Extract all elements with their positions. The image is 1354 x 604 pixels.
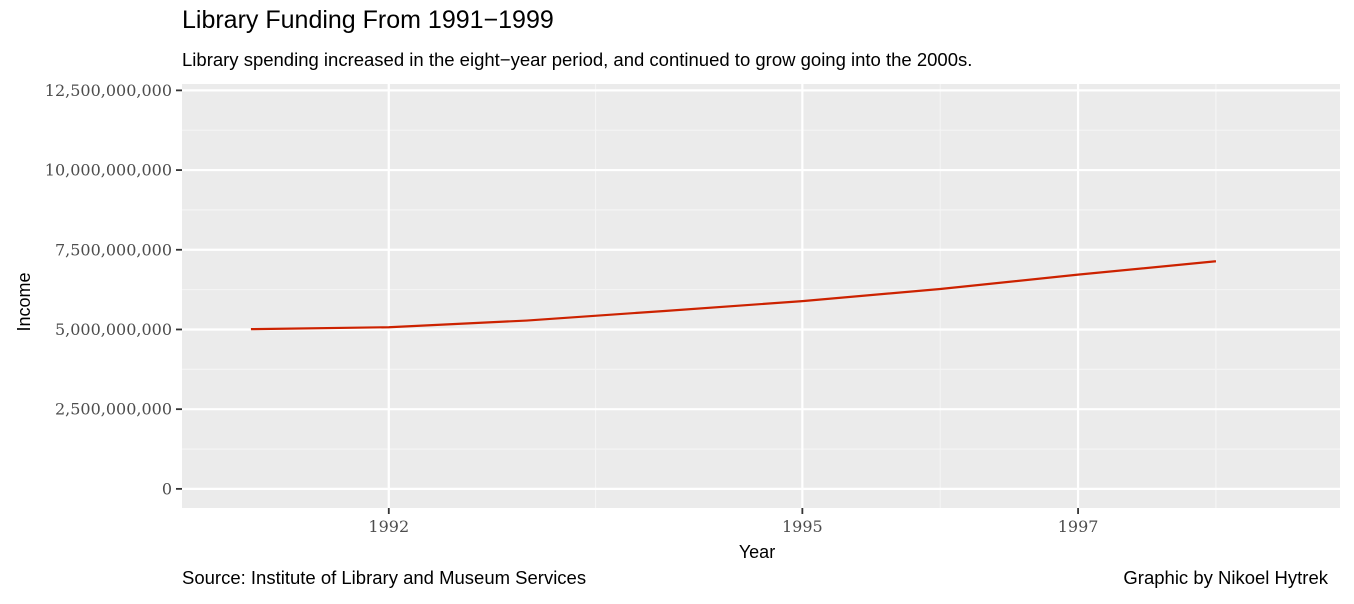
source-caption: Source: Institute of Library and Museum … bbox=[182, 567, 587, 588]
y-tick-label: 5,000,000,000 bbox=[55, 320, 172, 339]
y-tick-label: 0 bbox=[162, 479, 172, 498]
major-grid-y bbox=[182, 89, 1340, 490]
series-line-1 bbox=[250, 260, 1217, 331]
x-tick-label: 1995 bbox=[782, 517, 823, 536]
series-layer bbox=[250, 260, 1217, 331]
x-tick-label: 1992 bbox=[368, 517, 409, 536]
y-tick-label: 7,500,000,000 bbox=[55, 240, 172, 259]
plot-panel bbox=[182, 84, 1340, 508]
x-axis-title: Year bbox=[739, 542, 775, 562]
y-axis-title: Income bbox=[14, 272, 34, 331]
y-tick-label: 2,500,000,000 bbox=[55, 400, 172, 419]
minor-grid-y bbox=[182, 129, 1340, 450]
y-tick-label: 10,000,000,000 bbox=[45, 161, 172, 180]
chart-title: Library Funding From 1991−1999 bbox=[182, 6, 554, 34]
minor-grid-x bbox=[595, 84, 1217, 508]
y-tick-label: 12,500,000,000 bbox=[45, 81, 172, 100]
y-axis: 0 2,500,000,000 5,000,000,000 7,500,000,000… bbox=[45, 81, 182, 498]
chart-subtitle: Library spending increased in the eight−… bbox=[182, 49, 973, 70]
major-grid-x bbox=[387, 84, 1080, 508]
x-axis: 1992 1995 1997 bbox=[368, 508, 1098, 536]
x-tick-label: 1997 bbox=[1058, 517, 1099, 536]
credit-caption: Graphic by Nikoel Hytrek bbox=[1123, 567, 1328, 588]
